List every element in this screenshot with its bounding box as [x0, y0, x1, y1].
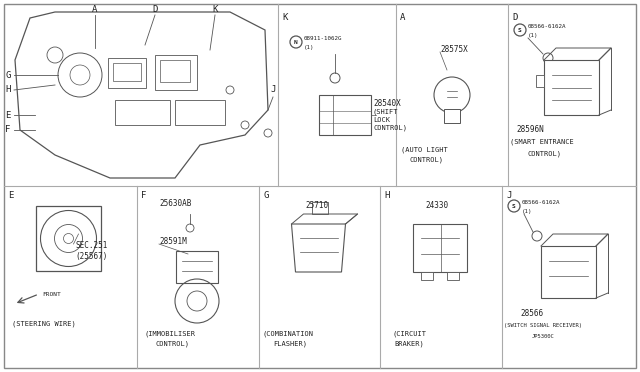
Text: LOCK: LOCK — [373, 117, 390, 123]
Text: J: J — [506, 191, 511, 200]
Text: E: E — [5, 110, 11, 119]
Bar — [319, 95, 371, 135]
Text: CONTROL): CONTROL) — [410, 157, 444, 163]
Text: (COMBINATION: (COMBINATION — [263, 331, 314, 337]
Bar — [115, 100, 170, 125]
Text: 24330: 24330 — [425, 202, 448, 211]
Text: 28575X: 28575X — [440, 45, 468, 55]
Text: S: S — [512, 203, 516, 208]
Text: 28566: 28566 — [520, 310, 543, 318]
Bar — [447, 272, 459, 280]
Text: (AUTO LIGHT: (AUTO LIGHT — [401, 147, 448, 153]
Text: (SHIFT: (SHIFT — [373, 109, 399, 115]
Text: D: D — [152, 6, 157, 15]
Bar — [108, 58, 146, 88]
Text: H: H — [5, 86, 11, 94]
Text: (25567): (25567) — [76, 251, 108, 260]
Text: CONTROL): CONTROL) — [528, 151, 562, 157]
Text: CONTROL): CONTROL) — [155, 341, 189, 347]
Bar — [444, 109, 460, 123]
Bar — [421, 272, 433, 280]
Bar — [541, 246, 596, 298]
Text: J: J — [270, 86, 276, 94]
Text: 28591M: 28591M — [159, 237, 187, 246]
Bar — [35, 206, 100, 271]
Text: G: G — [263, 191, 268, 200]
Bar — [160, 60, 190, 82]
Bar — [175, 100, 225, 125]
Text: K: K — [212, 6, 218, 15]
Text: (IMMOBILISER: (IMMOBILISER — [145, 331, 196, 337]
Text: (SWITCH SIGNAL RECEIVER): (SWITCH SIGNAL RECEIVER) — [504, 324, 582, 328]
Text: FRONT: FRONT — [42, 292, 61, 296]
Text: E: E — [8, 191, 13, 200]
Text: 08911-1062G: 08911-1062G — [304, 35, 342, 41]
Bar — [176, 251, 218, 283]
Bar — [113, 63, 141, 81]
Text: (CIRCUIT: (CIRCUIT — [392, 331, 426, 337]
Text: H: H — [384, 191, 389, 200]
Text: G: G — [5, 71, 11, 80]
Text: CONTROL): CONTROL) — [373, 125, 407, 131]
Text: 28540X: 28540X — [373, 99, 401, 108]
Text: (SMART ENTRANCE: (SMART ENTRANCE — [510, 139, 573, 145]
Text: D: D — [512, 13, 517, 22]
Bar — [544, 60, 599, 115]
Bar — [536, 75, 544, 87]
Text: JP5300C: JP5300C — [532, 334, 555, 339]
Text: S: S — [518, 28, 522, 32]
Text: SEC.251: SEC.251 — [76, 241, 108, 250]
Text: (1): (1) — [528, 33, 538, 38]
Text: 08566-6162A: 08566-6162A — [522, 199, 561, 205]
Text: K: K — [282, 13, 287, 22]
Text: (1): (1) — [304, 45, 314, 49]
Text: 25630AB: 25630AB — [159, 199, 191, 208]
Bar — [155, 55, 197, 90]
Text: 08566-6162A: 08566-6162A — [528, 23, 566, 29]
Text: BRAKER): BRAKER) — [394, 341, 424, 347]
Text: A: A — [92, 6, 98, 15]
Bar — [312, 202, 328, 214]
Text: 28596N: 28596N — [516, 125, 544, 135]
Text: (STEERING WIRE): (STEERING WIRE) — [12, 321, 76, 327]
Text: A: A — [400, 13, 405, 22]
Text: F: F — [141, 191, 147, 200]
Text: N: N — [294, 39, 298, 45]
Text: (1): (1) — [522, 209, 532, 215]
Bar — [413, 224, 467, 272]
Text: 25710: 25710 — [305, 202, 328, 211]
Text: F: F — [5, 125, 11, 135]
Text: FLASHER): FLASHER) — [273, 341, 307, 347]
